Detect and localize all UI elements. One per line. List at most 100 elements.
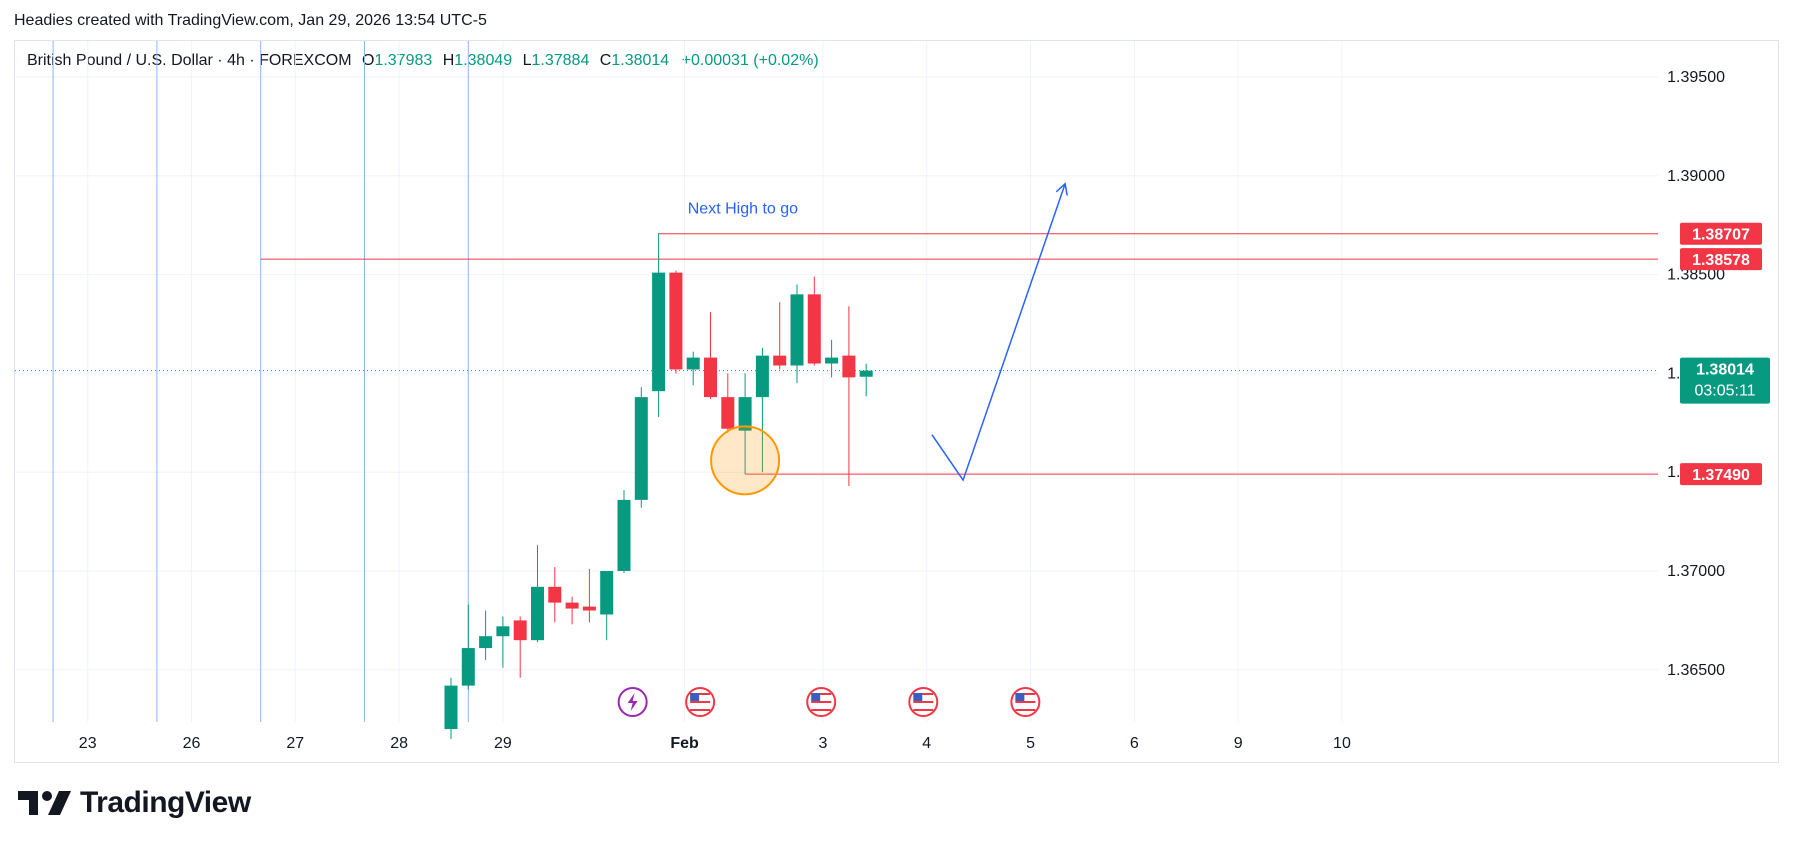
current-price-badge[interactable]: 1.38014 03:05:11 bbox=[1680, 357, 1770, 404]
candle-body bbox=[461, 648, 475, 686]
candle bbox=[479, 610, 493, 660]
current-price-label: 1.38014 bbox=[1696, 362, 1754, 379]
flag-stripe bbox=[913, 705, 934, 707]
horizontal-levels[interactable] bbox=[260, 233, 1658, 475]
flag-stripe bbox=[811, 705, 832, 707]
price-tick-label: 1.37000 bbox=[1667, 563, 1725, 580]
price-tick-label: 1.39500 bbox=[1667, 69, 1725, 86]
annotation-next-high[interactable]: Next High to go bbox=[688, 200, 798, 217]
price-level-badge-bg[interactable] bbox=[1680, 463, 1762, 486]
price-level-badge-bg[interactable] bbox=[1680, 222, 1762, 245]
candle-body bbox=[704, 357, 717, 398]
current-price-badge-bg[interactable] bbox=[1680, 357, 1770, 404]
candle bbox=[444, 677, 458, 739]
time-tick-label: 29 bbox=[494, 735, 512, 752]
flag-stripe bbox=[1015, 697, 1036, 699]
candle bbox=[773, 302, 787, 370]
dividend-icon[interactable] bbox=[617, 687, 648, 717]
candle-body bbox=[842, 355, 856, 378]
candle bbox=[582, 569, 596, 623]
grid-layer bbox=[15, 41, 1658, 722]
close-label: C bbox=[599, 52, 612, 69]
candle bbox=[790, 284, 804, 384]
open-label: O bbox=[361, 52, 375, 69]
flag-stripe bbox=[913, 709, 934, 711]
price-level-badge[interactable]: 1.38707 bbox=[1680, 222, 1762, 245]
candle bbox=[755, 347, 769, 473]
flag-canton bbox=[811, 693, 821, 701]
high-label: H bbox=[442, 52, 455, 69]
time-tick-label: 23 bbox=[79, 735, 97, 752]
candle-body bbox=[652, 272, 666, 392]
candle bbox=[686, 351, 700, 386]
drawings[interactable]: Next High to go bbox=[688, 182, 1068, 496]
flag-stripe bbox=[913, 701, 934, 703]
price-tick-label: 1.36500 bbox=[1667, 662, 1725, 679]
candle-body bbox=[773, 355, 787, 366]
candles bbox=[444, 233, 873, 739]
flag-canton bbox=[913, 693, 923, 701]
open-value: 1.37983 bbox=[374, 52, 433, 69]
flag-stripe bbox=[913, 697, 934, 699]
time-tick-label: 4 bbox=[922, 735, 931, 752]
lightning-icon[interactable] bbox=[627, 693, 638, 711]
price-axis[interactable]: 1.365001.370001.375001.380001.385001.390… bbox=[1667, 69, 1770, 679]
price-level-badge-label: 1.38578 bbox=[1692, 252, 1750, 269]
price-level-badge-label: 1.37490 bbox=[1692, 467, 1750, 484]
time-tick-label: Feb bbox=[670, 735, 699, 752]
projection-path[interactable] bbox=[931, 183, 1066, 482]
candle bbox=[738, 373, 752, 475]
highlight-circle[interactable] bbox=[710, 425, 781, 496]
flag-stripe bbox=[1015, 705, 1036, 707]
projection-arrowhead[interactable] bbox=[1055, 182, 1068, 196]
candle bbox=[496, 616, 510, 668]
candle-body bbox=[513, 620, 527, 641]
candle-body bbox=[444, 685, 458, 730]
candle bbox=[617, 489, 631, 573]
us-flag-icon[interactable] bbox=[806, 687, 837, 717]
price-tick-label: 1.39000 bbox=[1667, 168, 1725, 185]
time-axis[interactable]: 2021222326272829Feb3456910 bbox=[0, 735, 1351, 752]
candle-body bbox=[496, 626, 510, 637]
price-level-badge-bg[interactable] bbox=[1680, 248, 1762, 271]
bar-countdown-timer: 03:05:11 bbox=[1694, 383, 1755, 400]
flag-stripe bbox=[913, 693, 934, 695]
flag-stripe bbox=[690, 705, 711, 707]
candle bbox=[842, 306, 856, 487]
tradingview-logo[interactable]: TradingView bbox=[18, 786, 251, 820]
event-markers[interactable] bbox=[617, 687, 1041, 717]
candle-body bbox=[686, 357, 700, 370]
price-level-badge[interactable]: 1.37490 bbox=[1680, 463, 1762, 486]
time-tick-label: 9 bbox=[1234, 735, 1243, 752]
flag-stripe bbox=[1015, 701, 1036, 703]
price-level-badge[interactable]: 1.38578 bbox=[1680, 248, 1762, 271]
low-label: L bbox=[522, 52, 532, 69]
candle bbox=[721, 373, 735, 433]
session-breaks bbox=[52, 41, 469, 722]
time-tick-label: 27 bbox=[286, 735, 304, 752]
symbol-name[interactable]: British Pound / U.S. Dollar · 4h · FOREX… bbox=[27, 52, 352, 69]
flag-stripe bbox=[811, 697, 832, 699]
candle-body bbox=[565, 602, 579, 609]
candle-body bbox=[721, 397, 735, 429]
us-flag-icon[interactable] bbox=[1010, 687, 1041, 717]
flag-canton bbox=[1015, 693, 1025, 701]
candle bbox=[704, 312, 717, 400]
us-flag-icon[interactable] bbox=[685, 687, 716, 717]
us-flag-icon[interactable] bbox=[908, 687, 939, 717]
chart-frame bbox=[14, 40, 1779, 763]
time-tick-label: 6 bbox=[1130, 735, 1139, 752]
flag-stripe bbox=[690, 693, 711, 695]
flag-stripe bbox=[811, 709, 832, 711]
flag-stripe bbox=[1015, 709, 1036, 711]
candle-body bbox=[755, 355, 769, 398]
candle bbox=[531, 545, 544, 643]
flag-stripe bbox=[1015, 693, 1036, 695]
flag-stripe bbox=[690, 709, 711, 711]
change-value: +0.00031 (+0.02%) bbox=[681, 52, 819, 69]
candle-body bbox=[825, 357, 839, 364]
time-tick-label: 5 bbox=[1026, 735, 1035, 752]
symbol-legend: British Pound / U.S. Dollar · 4h · FOREX… bbox=[27, 52, 819, 70]
candle bbox=[513, 616, 527, 678]
